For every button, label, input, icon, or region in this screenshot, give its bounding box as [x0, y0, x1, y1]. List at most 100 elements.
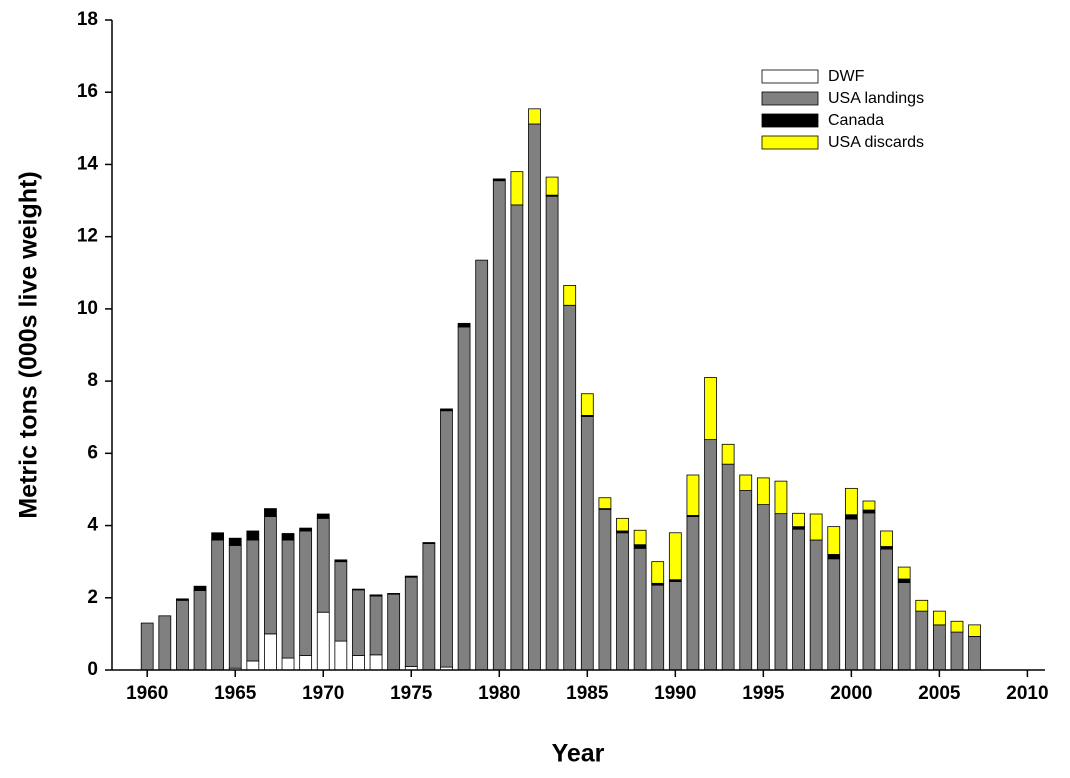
bar-segment: [792, 528, 805, 671]
x-tick-label: 1965: [214, 683, 257, 704]
bar-segment: [862, 509, 876, 514]
legend-swatch: [761, 113, 819, 128]
bar-segment: [492, 178, 506, 182]
bar-segment: [510, 204, 524, 671]
x-tick-label: 2000: [830, 683, 872, 704]
bar-segment: [440, 408, 453, 412]
y-tick-label: 0: [87, 659, 98, 680]
bar-segment: [422, 542, 436, 545]
legend-label: USA landings: [828, 90, 924, 107]
bar-segment: [950, 620, 964, 633]
bar-segment: [915, 599, 929, 612]
bar-segment: [932, 624, 946, 671]
x-tick-label: 1990: [654, 683, 696, 704]
x-tick-label: 1985: [566, 683, 609, 704]
y-axis-label: Metric tons (000s live weight): [15, 171, 43, 518]
bar-segment: [334, 559, 348, 563]
bar-segment: [299, 530, 313, 656]
bar-segment: [756, 477, 770, 506]
bar-segment: [809, 513, 823, 541]
x-tick-label: 2010: [1006, 683, 1048, 704]
bar-segment: [721, 463, 735, 671]
bar-segment: [563, 285, 577, 306]
bar-segment: [880, 530, 893, 547]
y-tick-label: 16: [77, 81, 98, 102]
bar-segment: [404, 575, 418, 578]
legend-label: DWF: [828, 68, 865, 85]
bar-segment: [739, 490, 753, 671]
bar-segment: [915, 610, 929, 671]
legend-swatch: [761, 91, 819, 106]
x-axis-label: Year: [552, 740, 605, 768]
bar-segment: [844, 518, 858, 671]
bar-segment: [827, 558, 841, 671]
bar-segment: [211, 532, 225, 541]
bar-segment: [281, 539, 295, 659]
x-tick-label: 2005: [918, 683, 961, 704]
bar-segment: [334, 640, 348, 671]
bar-segment: [316, 513, 330, 519]
bar-segment: [264, 508, 277, 517]
bar-segment: [246, 660, 260, 671]
y-tick-label: 8: [87, 370, 98, 391]
bar-segment: [299, 527, 313, 532]
bar-segment: [211, 539, 225, 671]
bar-segment: [862, 500, 876, 511]
bar-segment: [264, 633, 277, 671]
bar-segment: [475, 259, 489, 671]
legend-label: USA discards: [828, 134, 924, 151]
bar-segment: [545, 195, 559, 671]
bar-segment: [264, 516, 277, 635]
bar-segment: [316, 611, 330, 671]
bar-segment: [193, 590, 207, 671]
bar-segment: [281, 533, 295, 541]
bar-segment: [316, 517, 330, 613]
legend-swatch: [761, 135, 819, 150]
bar-segment: [598, 497, 612, 509]
y-tick-label: 10: [77, 298, 98, 319]
bar-segment: [352, 588, 365, 591]
bar-segment: [369, 654, 383, 671]
bar-segment: [792, 512, 805, 528]
bar-segment: [721, 443, 735, 465]
bar-segment: [651, 561, 665, 584]
bar-segment: [774, 480, 788, 515]
bar-segment: [616, 532, 629, 671]
bar-segment: [387, 593, 401, 671]
bar-segment: [651, 584, 665, 671]
y-tick-label: 4: [87, 515, 98, 536]
bar-segment: [809, 539, 823, 671]
bar-segment: [668, 532, 682, 581]
bar-segment: [897, 566, 911, 580]
x-tick-label: 1995: [742, 683, 785, 704]
bar-segment: [580, 393, 594, 416]
bar-segment: [968, 624, 981, 637]
x-tick-label: 1975: [390, 683, 433, 704]
bar-segment: [176, 599, 189, 671]
bar-segment: [387, 593, 401, 595]
bar-segment: [246, 539, 260, 662]
y-tick-label: 6: [87, 442, 98, 463]
bar-segment: [281, 657, 295, 671]
bar-segment: [633, 544, 647, 549]
bar-segment: [580, 416, 594, 671]
bar-segment: [193, 585, 207, 591]
bar-segment: [528, 108, 541, 125]
bar-segment: [932, 610, 946, 626]
bar-segment: [176, 598, 189, 601]
bar-segment: [140, 622, 154, 671]
legend-swatch: [761, 69, 819, 84]
bar-segment: [457, 322, 471, 328]
x-tick-label: 1960: [126, 683, 168, 704]
bar-segment: [369, 594, 383, 597]
bar-segment: [492, 180, 506, 671]
bar-segment: [616, 517, 629, 532]
bar-segment: [668, 581, 682, 671]
bar-segment: [545, 176, 559, 196]
bar-segment: [422, 543, 436, 671]
legend-label: Canada: [828, 112, 884, 129]
bar-segment: [563, 304, 577, 671]
bar-segment: [528, 123, 541, 671]
